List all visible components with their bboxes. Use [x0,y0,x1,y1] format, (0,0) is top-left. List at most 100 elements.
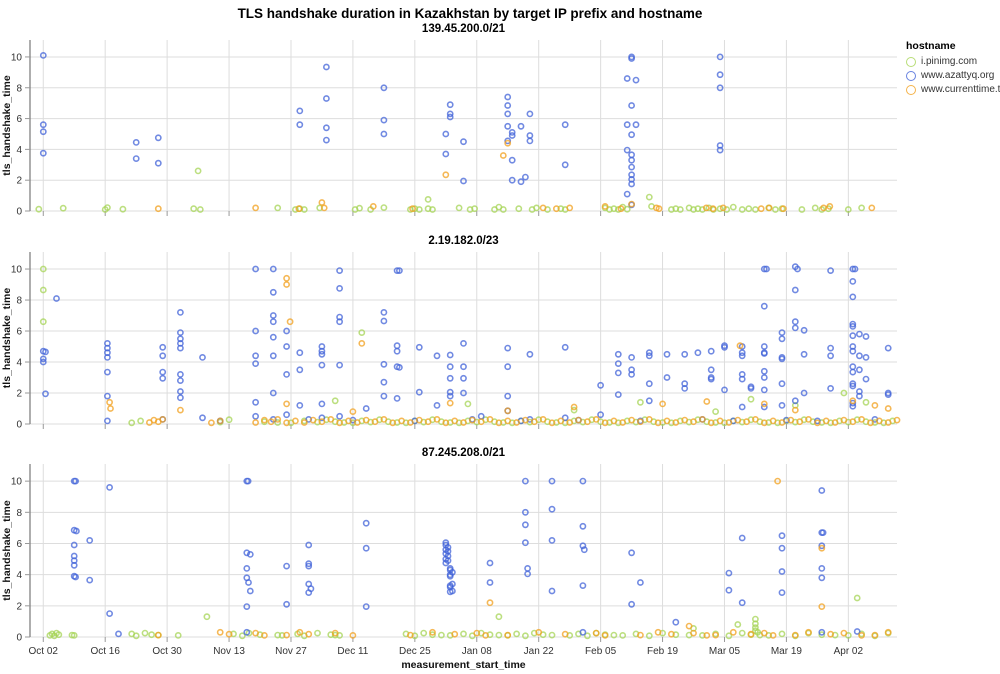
data-point [760,386,768,394]
data-point [597,411,604,419]
data-point [659,400,666,408]
data-point [216,417,224,425]
data-point [176,388,184,395]
data-point [345,417,352,425]
data-point [522,521,529,529]
data-point [655,205,663,213]
data-point [849,418,857,426]
data-point [526,132,534,139]
data-point [760,419,768,427]
data-point [331,629,339,637]
data-point [645,380,653,388]
data-point [336,267,343,274]
y-tick-label: 10 [11,265,23,276]
data-point [800,326,808,334]
data-point [216,628,224,636]
data-point [725,419,733,426]
legend-title: hostname [906,40,956,52]
data-point [800,389,808,397]
data-point [318,350,326,358]
data-point [159,368,167,376]
data-point [322,136,330,144]
data-point [826,202,834,210]
data-point [628,180,635,188]
data-point [778,355,786,363]
data-point [486,599,494,607]
data-point [553,205,560,213]
data-point [460,419,467,426]
data-point [791,286,799,294]
facet-title: 2.19.182.0/23 [428,235,498,247]
data-point [614,391,622,398]
legend-entry[interactable]: i.pinimg.com [906,56,1000,67]
data-point [504,93,512,101]
data-point [765,204,773,212]
data-point [827,630,834,638]
data-point [380,308,388,316]
y-tick-label: 6 [16,114,22,125]
data-point [561,343,569,351]
data-point [628,416,635,424]
data-point [672,618,680,626]
data-point [614,360,622,367]
data-point [115,630,122,638]
data-point [132,138,140,146]
data-point [709,205,717,213]
data-point [415,206,423,213]
data-point [526,350,534,358]
data-point [190,205,198,213]
y-axis-title: tls_handshake_time [1,500,13,601]
data-point [415,388,423,396]
data-point [522,508,529,516]
data-point [176,370,184,378]
data-point [283,600,290,608]
data-point [522,632,529,640]
y-tick-label: 8 [16,83,22,94]
data-point [283,562,290,570]
data-point [862,333,870,340]
data-point [676,206,684,213]
data-point [517,122,525,130]
data-point [707,419,715,427]
data-point [446,388,454,396]
data-point [380,116,388,124]
data-point [174,632,182,639]
data-point [504,137,512,145]
data-point [736,342,744,350]
data-point [601,632,609,639]
data-point [645,352,653,360]
data-point [243,549,251,557]
data-point [106,610,113,617]
data-point [513,419,520,426]
data-point [734,416,742,424]
data-point [800,350,808,358]
data-point [119,205,127,213]
data-point [716,71,724,79]
data-point [446,399,454,407]
data-point [827,352,834,360]
x-tick-label: Dec 11 [337,646,368,657]
data-point [738,352,746,360]
data-point [849,382,857,390]
x-tick-label: Jan 22 [524,646,554,657]
data-point [446,110,454,118]
data-point [362,519,370,527]
data-point [645,415,653,423]
data-point [442,130,450,138]
data-point [827,267,834,274]
data-point [35,205,43,213]
data-point [566,204,574,212]
legend-entry[interactable]: www.currenttime.tv [906,84,1000,95]
data-point [522,416,529,424]
data-point [757,205,765,213]
data-point [274,204,282,212]
data-point [561,630,569,638]
data-point [566,419,574,426]
data-point [318,400,326,408]
data-point [524,570,531,578]
data-point [176,406,184,414]
data-point [712,631,719,639]
legend-entry[interactable]: www.azattyq.org [906,70,1000,81]
data-point [856,392,863,400]
data-point [320,204,328,212]
